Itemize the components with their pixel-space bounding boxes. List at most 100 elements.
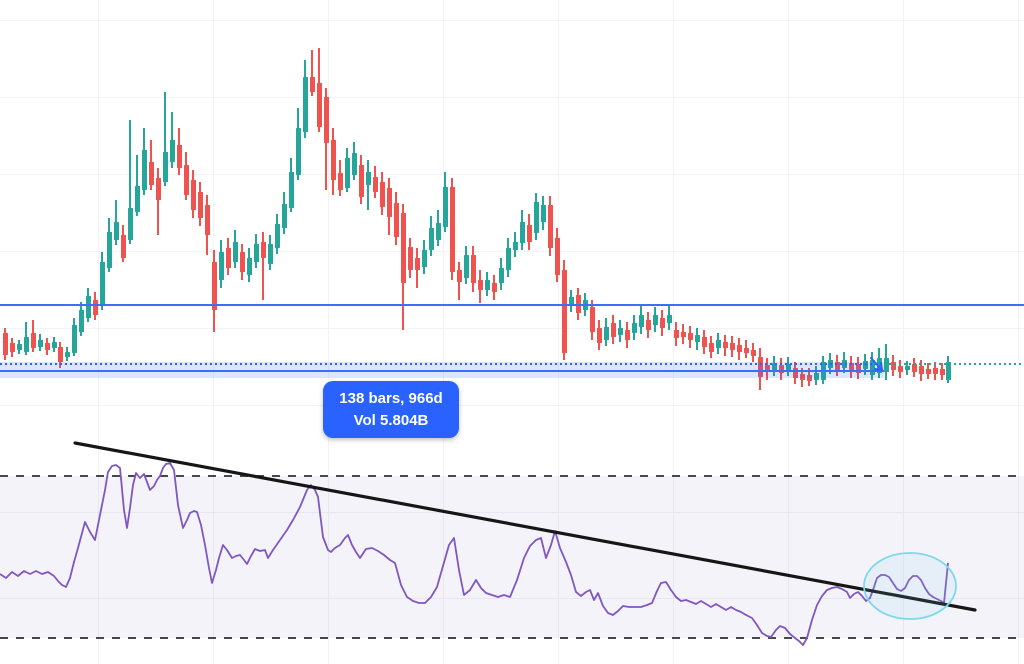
candle-body	[162, 152, 168, 182]
candle-body	[526, 225, 532, 242]
candle-body	[904, 366, 910, 370]
candle-body	[477, 280, 483, 290]
candle-body	[204, 205, 210, 235]
candle-body	[351, 153, 357, 175]
candle-body	[694, 335, 700, 342]
candle-body	[729, 343, 735, 350]
candle-body	[386, 188, 392, 217]
candle-body	[897, 366, 903, 372]
candle-body	[785, 364, 791, 370]
candle-body	[687, 333, 693, 340]
horizontal-gridline	[0, 328, 1024, 329]
candle-body	[540, 205, 546, 222]
candle-body	[302, 77, 308, 132]
candle-body	[631, 323, 637, 333]
candle-body	[449, 187, 455, 272]
candle-body	[9, 343, 15, 352]
vertical-gridline	[1018, 0, 1019, 664]
candle-body	[945, 362, 951, 380]
candle-body	[568, 297, 574, 305]
candle-body	[484, 280, 490, 290]
candle-body	[554, 238, 560, 275]
vertical-gridline	[443, 0, 444, 664]
candle-body	[372, 177, 378, 192]
candle-body	[722, 342, 728, 348]
candle-body	[190, 180, 196, 210]
candle-body	[295, 128, 301, 175]
candle-body	[281, 204, 287, 228]
candle-body	[400, 213, 406, 283]
candle-body	[316, 83, 322, 127]
rsi-pane-background	[0, 476, 1024, 638]
candle-body	[834, 362, 840, 370]
candle-body	[393, 203, 399, 237]
horizontal-gridline	[0, 174, 1024, 175]
candle-body	[743, 348, 749, 353]
candle-wick	[311, 50, 313, 96]
support-level-line[interactable]	[0, 370, 884, 372]
candle-body	[44, 343, 50, 350]
candle-body	[547, 205, 553, 248]
candle-body	[806, 375, 812, 381]
candle-body	[30, 333, 36, 348]
candle-body	[701, 337, 707, 347]
measure-tooltip[interactable]: 138 bars, 966d Vol 5.804B	[323, 381, 459, 438]
candle-body	[218, 252, 224, 280]
candle-body	[442, 187, 448, 227]
candle-body	[407, 247, 413, 270]
candle-body	[813, 373, 819, 380]
candle-body	[848, 363, 854, 372]
candle-body	[911, 364, 917, 372]
candle-body	[344, 158, 350, 188]
candle-body	[435, 223, 441, 240]
candle-body	[533, 202, 539, 233]
candle-body	[652, 315, 658, 325]
candle-body	[323, 97, 329, 143]
candle-body	[659, 318, 665, 328]
candle-body	[2, 333, 8, 355]
candle-body	[708, 343, 714, 352]
candle-body	[456, 270, 462, 282]
candle-wick	[129, 120, 131, 244]
candle-body	[106, 232, 112, 268]
candle-body	[561, 270, 567, 353]
candle-body	[232, 242, 238, 262]
candle-body	[64, 352, 70, 357]
horizontal-gridline	[0, 251, 1024, 252]
candle-body	[51, 342, 57, 348]
candle-wick	[367, 160, 369, 210]
horizontal-gridline	[0, 405, 1024, 406]
candle-body	[596, 328, 602, 343]
candle-wick	[136, 155, 138, 216]
vertical-gridline	[328, 0, 329, 664]
candle-body	[113, 222, 119, 240]
candle-body	[939, 369, 945, 375]
candle-body	[127, 208, 133, 240]
dotted-price-line-left	[0, 363, 884, 365]
candle-body	[337, 173, 343, 190]
candle-wick	[157, 168, 159, 235]
candle-body	[505, 248, 511, 270]
vertical-gridline	[903, 0, 904, 664]
candle-body	[715, 340, 721, 348]
candle-body	[498, 268, 504, 283]
candle-body	[589, 307, 595, 332]
candle-body	[512, 242, 518, 250]
candle-body	[673, 330, 679, 338]
horizontal-level-line[interactable]	[0, 304, 1024, 306]
candle-body	[764, 365, 770, 372]
candle-body	[757, 357, 763, 377]
candle-body	[603, 327, 609, 340]
candle-body	[750, 350, 756, 356]
candle-body	[176, 145, 182, 168]
candle-body	[288, 172, 294, 208]
candle-body	[253, 244, 259, 262]
candle-body	[197, 192, 203, 218]
candle-body	[778, 365, 784, 373]
candle-body	[617, 328, 623, 335]
candle-body	[610, 323, 616, 337]
candle-body	[274, 224, 280, 248]
candle-body	[925, 369, 931, 374]
candle-body	[225, 248, 231, 268]
